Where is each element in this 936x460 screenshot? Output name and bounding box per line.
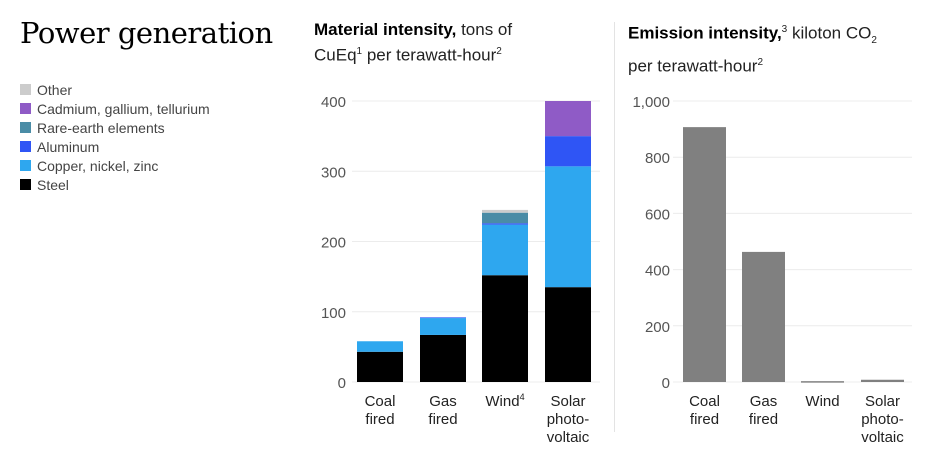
title-bold: Material intensity, [314, 20, 457, 39]
title-bold: Emission intensity, [628, 23, 782, 43]
bar-segment [357, 341, 403, 352]
legend-item: Copper, nickel, zinc [20, 156, 210, 175]
bar [801, 381, 844, 383]
subscript-2: 2 [871, 35, 877, 47]
x-tick-label: Solar photo-voltaic [547, 393, 590, 446]
title-rest: kiloton CO [787, 23, 872, 43]
footnote-2: 2 [496, 46, 502, 57]
x-tick-label: Gas fired [749, 393, 778, 428]
emission-chart-title: Emission intensity,3 kiloton CO2 per ter… [628, 19, 877, 78]
y-tick-label: 200 [645, 319, 670, 336]
bar-segment [545, 101, 591, 137]
bar-segment [482, 275, 528, 382]
legend-label: Other [37, 81, 73, 98]
y-tick-label: 0 [338, 375, 346, 392]
x-tick-label: Wind4 [485, 392, 524, 410]
legend-item: Steel [20, 175, 210, 194]
legend-label: Steel [37, 176, 69, 193]
bar-segment [545, 287, 591, 382]
legend-swatch [20, 122, 31, 133]
legend-swatch [20, 84, 31, 95]
bar-segment [545, 166, 591, 288]
title-line2: CuEq [314, 45, 357, 65]
bar-segment [482, 224, 528, 276]
y-tick-label: 400 [321, 94, 346, 111]
x-tick-label: Solar photo-voltaic [861, 393, 904, 446]
legend-label: Rare-earth elements [37, 119, 165, 136]
bar-segment [420, 317, 466, 319]
y-tick-label: 200 [321, 235, 346, 252]
bar-segment [482, 212, 528, 224]
bar [861, 379, 904, 382]
legend-label: Copper, nickel, zinc [37, 157, 159, 174]
y-tick-label: 800 [645, 150, 670, 167]
footnote-1: 1 [356, 46, 363, 57]
legend-swatch [20, 179, 31, 190]
y-tick-label: 100 [321, 305, 346, 322]
footnote-2: 2 [757, 57, 764, 69]
title-rest: tons of [456, 20, 513, 39]
title-line2: per terawatt-hour [628, 56, 758, 76]
legend-label: Cadmium, gallium, tellurium [37, 100, 210, 117]
legend: Other Cadmium, gallium, tellurium Rare-ear… [20, 80, 210, 194]
x-tick-label: Coal fired [689, 393, 720, 428]
bar-segment [357, 351, 403, 382]
divider [614, 22, 615, 432]
bar-segment [482, 209, 528, 213]
y-tick-label: 0 [662, 375, 670, 392]
legend-item: Aluminum [20, 137, 210, 156]
y-tick-label: 600 [645, 206, 670, 223]
legend-swatch [20, 160, 31, 171]
legend-item: Other [20, 80, 210, 99]
x-tick-label: Gas fired [428, 393, 457, 428]
footnote-3: 3 [781, 24, 788, 35]
page-title: Power generation [20, 16, 273, 50]
legend-item: Rare-earth elements [20, 118, 210, 137]
y-tick-label: 300 [321, 164, 346, 181]
bar-segment [420, 318, 466, 335]
title-line2b: per terawatt-hour [362, 45, 497, 65]
bar [683, 127, 726, 383]
bar-segment [420, 334, 466, 382]
bar-segment [545, 136, 591, 167]
bar [742, 251, 785, 382]
material-chart-title: Material intensity, tons of CuEq1 per te… [314, 19, 512, 67]
legend-label: Aluminum [37, 138, 100, 155]
legend-item: Cadmium, gallium, tellurium [20, 99, 210, 118]
legend-swatch [20, 103, 31, 114]
x-tick-label: Wind [805, 393, 839, 410]
x-tick-label: Coal fired [365, 393, 396, 428]
y-tick-label: 1,000 [632, 94, 670, 111]
y-tick-label: 400 [645, 263, 670, 280]
legend-swatch [20, 141, 31, 152]
bar-segment [482, 223, 528, 225]
